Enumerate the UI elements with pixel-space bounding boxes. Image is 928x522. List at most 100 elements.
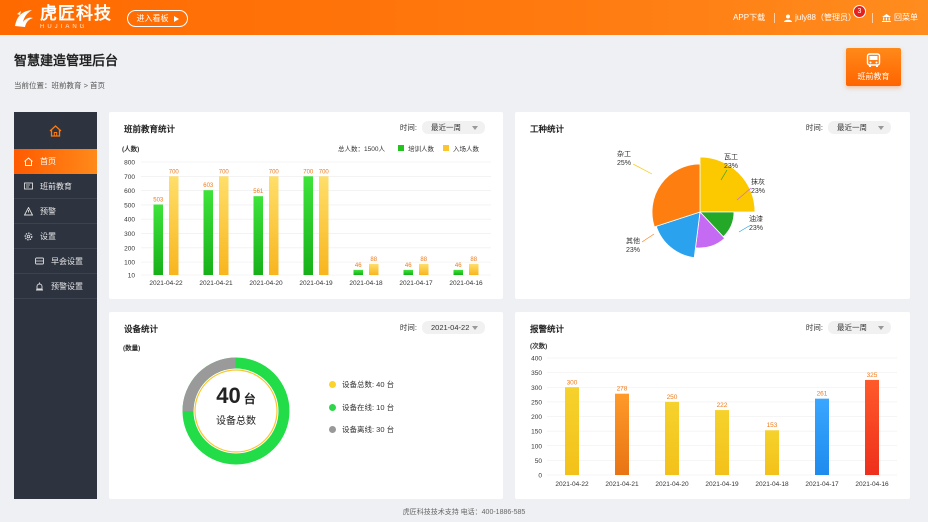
device-unit: (数量) — [123, 345, 141, 352]
train-bar — [153, 204, 163, 275]
device-count: 40 — [216, 383, 241, 408]
user-menu[interactable]: july88（管理员） 3 — [784, 5, 866, 23]
y-tick-label: 100 — [531, 443, 542, 450]
enter-bar — [369, 263, 379, 275]
legend-swatch-enter — [442, 145, 449, 151]
brand-subtitle: HUJIANG — [40, 23, 88, 30]
period-value: 最近一周 — [837, 123, 867, 132]
x-tick-label: 2021-04-21 — [605, 481, 639, 488]
x-tick-label: 2021-04-22 — [555, 481, 589, 488]
y-tick-label: 800 — [124, 160, 135, 167]
bank-icon — [882, 13, 891, 22]
sidebar-item-warning[interactable]: 预警 — [14, 199, 97, 224]
card-title: 报警统计 — [530, 324, 565, 334]
x-tick-label: 2021-04-19 — [705, 481, 739, 488]
play-icon — [173, 15, 179, 22]
train-bar — [403, 269, 413, 275]
enter-bar — [269, 176, 279, 275]
y-tick-label: 250 — [531, 399, 542, 406]
date-value: 2021-04-22 — [431, 323, 470, 332]
time-filter: 时间: 最近一周 — [806, 321, 891, 334]
bar-value-label: 300 — [567, 379, 578, 386]
sidebar-item-settings[interactable]: 设置 — [14, 224, 97, 249]
work-type-pie-chart: 杂工 25% 瓦工 23% 抹灰 23% 油漆 23% 其他 23% — [617, 150, 765, 259]
x-tick-label: 2021-04-18 — [349, 280, 383, 287]
bar-value-label: 46 — [455, 263, 462, 269]
bar-value-label: 700 — [303, 169, 314, 175]
sidebar-item-label: 预警 — [40, 206, 56, 216]
period-value: 最近一周 — [837, 323, 867, 332]
y-tick-label: 600 — [124, 188, 135, 195]
alarm-bar — [865, 379, 879, 475]
divider — [872, 12, 873, 23]
legend-offline: 设备离线: 30 台 — [329, 424, 394, 435]
period-select[interactable]: 最近一周 — [828, 121, 891, 134]
period-select[interactable]: 最近一周 — [422, 121, 485, 134]
enter-bar — [219, 176, 229, 275]
time-filter: 时间: 2021-04-22 — [400, 321, 485, 334]
date-select[interactable]: 2021-04-22 — [422, 321, 485, 334]
alarm-bar — [665, 401, 679, 475]
chevron-down-icon — [472, 125, 478, 130]
bar-value-label: 88 — [420, 257, 427, 263]
bar-value-label: 700 — [319, 169, 330, 175]
return-menu-button[interactable]: 回菜单 — [882, 12, 918, 23]
legend-total-text: 设备总数: 40 台 — [342, 380, 395, 389]
pie-slice — [655, 211, 701, 259]
warning-icon — [24, 206, 33, 215]
sidebar: 首页 班前教育 预警 设置 早会设置 预警设置 — [14, 112, 97, 499]
bar-value-label: 700 — [219, 169, 230, 175]
period-value: 最近一周 — [431, 123, 461, 132]
y-tick-label: 10 — [128, 273, 136, 280]
train-bar — [303, 176, 313, 275]
device-stats-card: 设备统计 时间: 2021-04-22 (数量) 40 台 设备总数 设备总数: … — [109, 312, 503, 499]
legend-enter: 入场人数 — [452, 146, 479, 153]
bar-value-label: 278 — [617, 386, 628, 393]
pie-slice-percent: 23% — [749, 225, 763, 232]
y-tick-label: 400 — [531, 356, 542, 363]
x-tick-label: 2021-04-21 — [199, 280, 233, 287]
pie-slice-percent: 25% — [617, 160, 631, 167]
alarm-bar-chart: 0 50 100 150 200 250 300 350 400 300 2021-04-22 278… — [531, 356, 897, 488]
bar-value-label: 561 — [253, 189, 264, 195]
pie-slice-label: 其他 — [626, 236, 640, 245]
y-tick-label: 400 — [124, 217, 135, 224]
x-tick-label: 2021-04-18 — [755, 481, 789, 488]
card-title: 班前教育统计 — [124, 124, 176, 134]
time-filter: 时间: 最近一周 — [806, 121, 891, 134]
sidebar-item-meeting-settings[interactable]: 早会设置 — [14, 249, 97, 274]
sidebar-item-home[interactable]: 首页 — [14, 149, 97, 174]
pre-shift-education-label: 班前教育 — [857, 71, 890, 81]
notification-badge[interactable]: 3 — [853, 5, 866, 18]
sidebar-item-alarm-settings[interactable]: 预警设置 — [14, 274, 97, 299]
y-tick-label: 200 — [531, 414, 542, 421]
alarm-bar — [715, 410, 729, 475]
chevron-down-icon — [878, 125, 884, 130]
alarm-bar — [815, 398, 829, 475]
logo[interactable]: 虎匠科技 HUJIANG — [12, 4, 112, 31]
device-count-unit: 台 — [243, 392, 256, 406]
breadcrumb: 当前位置：班前教育 > 首页 — [14, 81, 106, 90]
y-tick-label: 150 — [531, 429, 542, 436]
train-bar — [203, 190, 213, 275]
total-people: 总人数：1500人 — [338, 146, 385, 153]
sidebar-home[interactable] — [14, 112, 97, 149]
enter-dashboard-button[interactable]: 进入看板 — [127, 10, 188, 27]
time-label: 时间: — [805, 323, 823, 332]
sidebar-item-education[interactable]: 班前教育 — [14, 174, 97, 199]
legend-dot-total — [329, 381, 336, 388]
alarm-bar — [765, 430, 779, 475]
app-download-link[interactable]: APP下载 — [733, 13, 766, 22]
legend-swatch-train — [397, 145, 404, 151]
tiger-logo-icon — [15, 9, 33, 27]
top-bar: 虎匠科技 HUJIANG 进入看板 APP下载 july88（管理员） 3 回菜… — [0, 0, 928, 35]
period-select[interactable]: 最近一周 — [828, 321, 891, 334]
legend-offline-text: 设备离线: 30 台 — [342, 425, 395, 434]
x-tick-label: 2021-04-17 — [399, 280, 433, 287]
bus-icon — [866, 52, 881, 67]
pre-shift-education-button[interactable]: 班前教育 — [846, 48, 901, 86]
return-menu-label: 回菜单 — [894, 13, 918, 22]
brand-name: 虎匠科技 — [40, 3, 112, 24]
x-tick-label: 2021-04-19 — [299, 280, 333, 287]
footer: 虎匠科技技术支持 电话：400-1886-585 — [402, 509, 526, 516]
